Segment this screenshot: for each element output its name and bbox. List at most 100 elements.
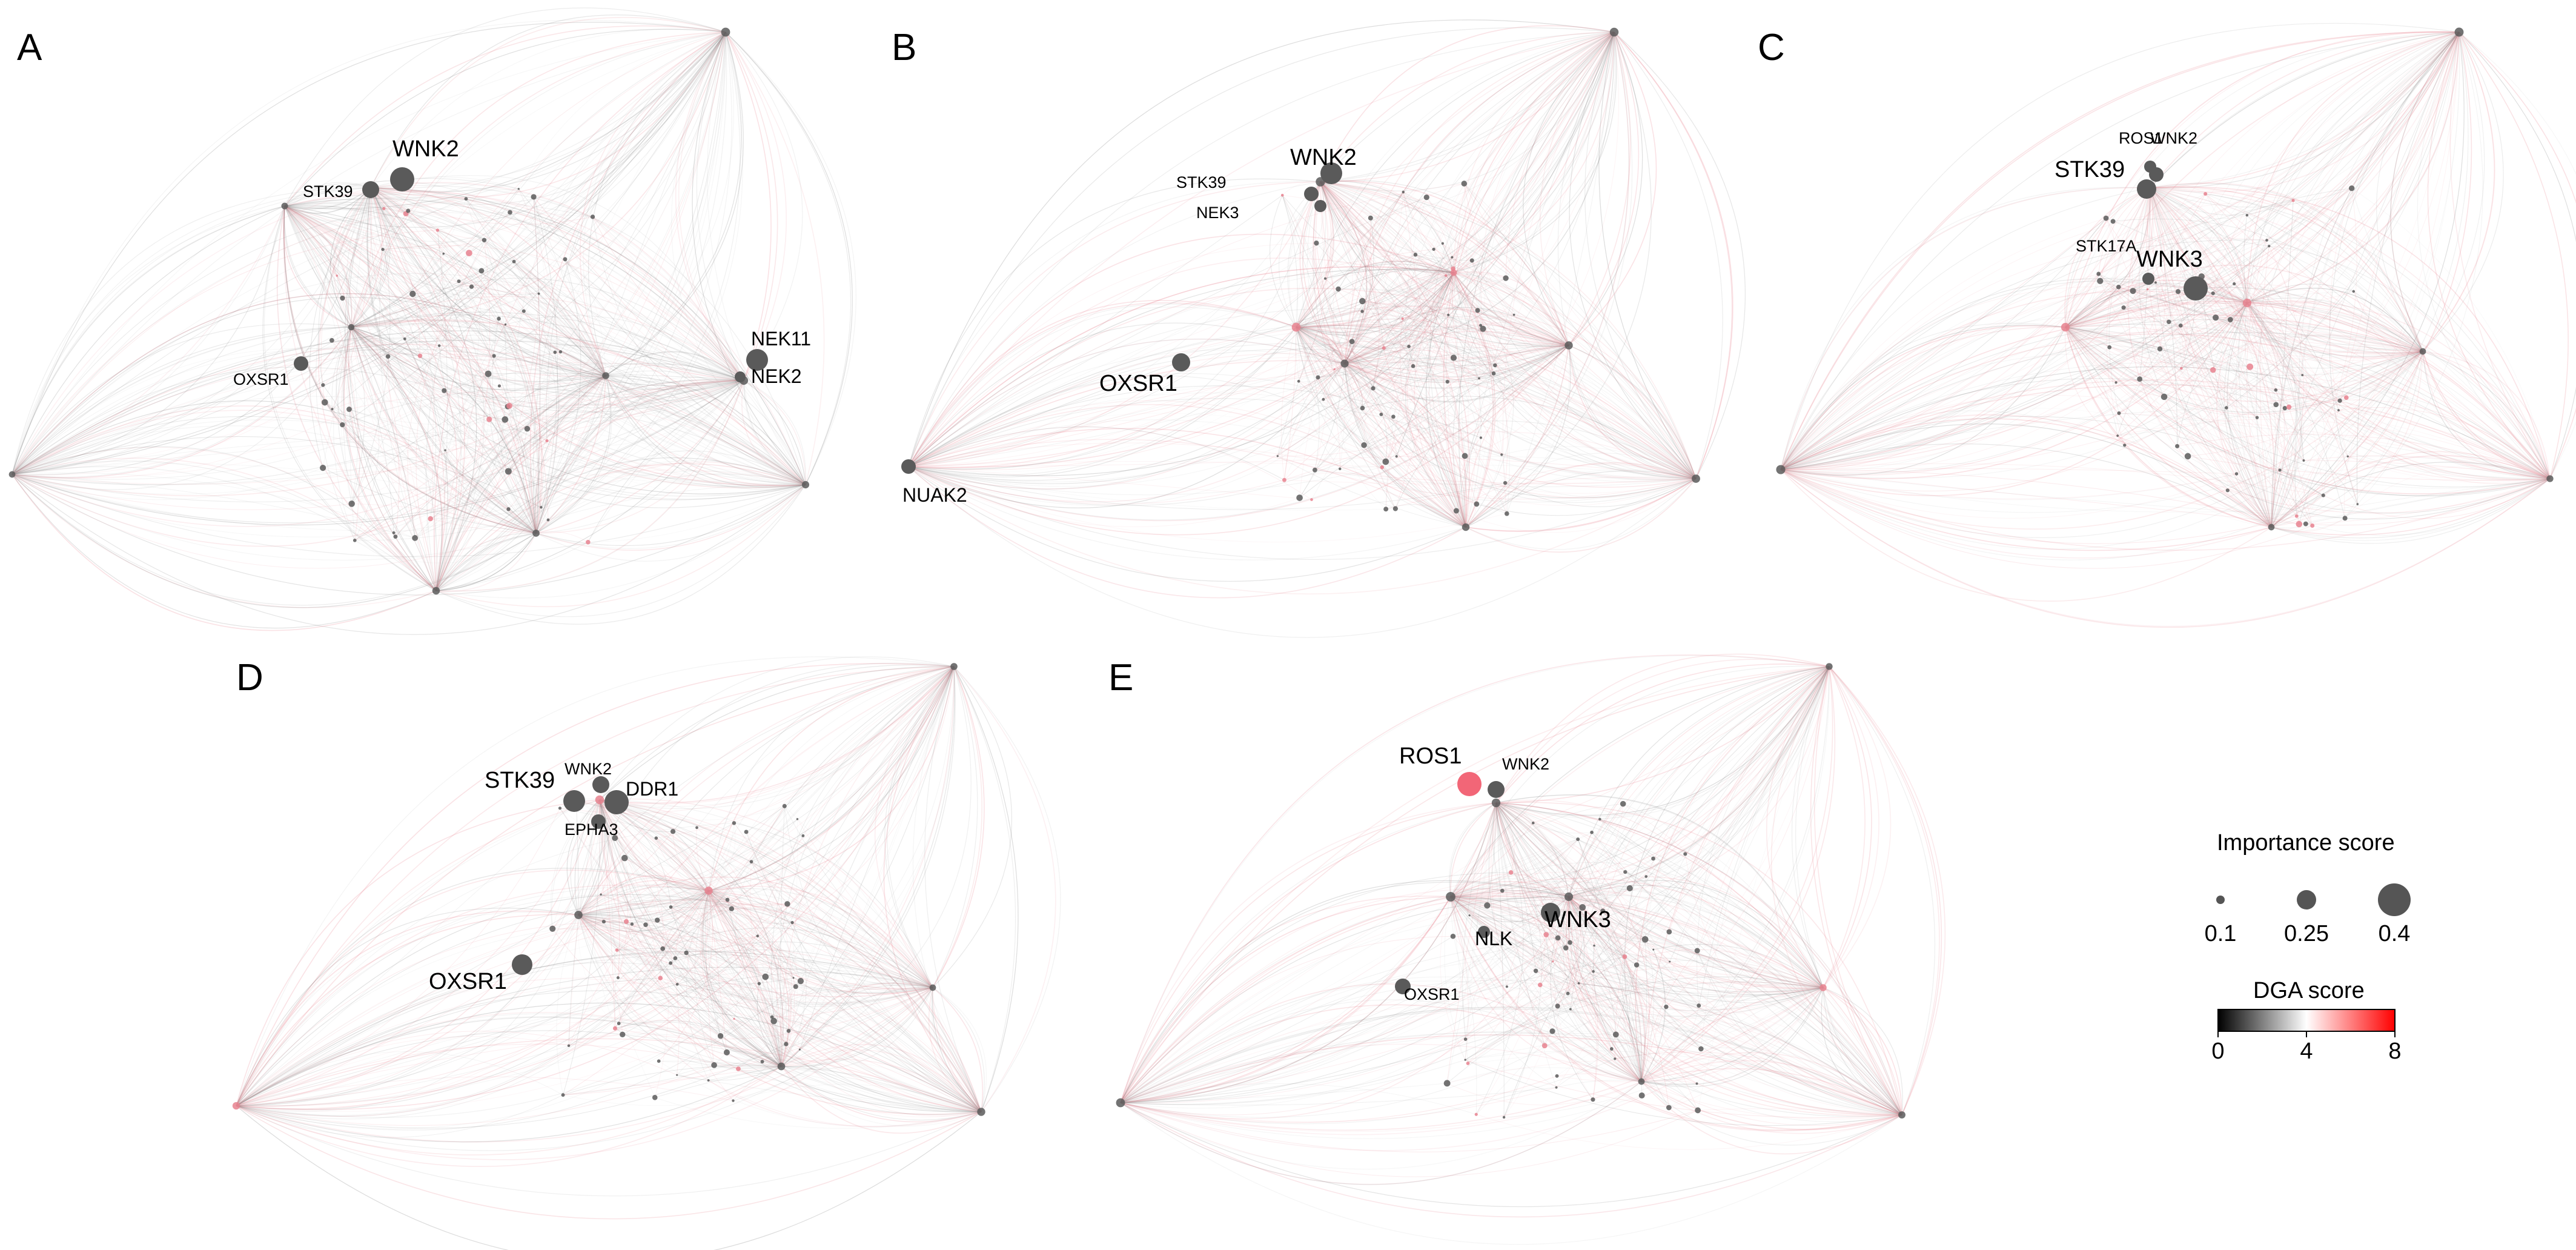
network-edge bbox=[1449, 802, 1497, 897]
network-edge bbox=[1495, 802, 1537, 971]
network-edge bbox=[1780, 31, 2460, 470]
network-edge bbox=[2065, 327, 2272, 528]
network-edge bbox=[284, 205, 606, 382]
network-edge bbox=[1780, 325, 2066, 470]
network-edge bbox=[2422, 351, 2551, 479]
network-edge bbox=[2177, 433, 2551, 479]
network-edge bbox=[12, 330, 744, 475]
network-edge bbox=[2422, 32, 2485, 352]
network-edge bbox=[1120, 803, 1624, 1103]
network-edge bbox=[284, 205, 537, 534]
network-edge bbox=[578, 819, 798, 916]
network-edge bbox=[1780, 200, 2294, 470]
network-edge bbox=[2150, 182, 2423, 352]
network-edge bbox=[578, 914, 661, 979]
network-edge bbox=[236, 666, 955, 1107]
network-edge bbox=[1296, 313, 1495, 366]
network-edge bbox=[1453, 272, 1510, 514]
network-edge bbox=[908, 272, 1454, 506]
network-edge bbox=[1453, 272, 1569, 346]
network-edge bbox=[2065, 283, 2248, 328]
network-edge bbox=[1296, 327, 1306, 382]
network-edge bbox=[908, 266, 1454, 467]
network-edge bbox=[615, 1028, 782, 1069]
network-edge bbox=[488, 373, 537, 534]
network-edge bbox=[509, 362, 744, 407]
network-edge bbox=[1615, 666, 1830, 1035]
network-edge bbox=[2227, 466, 2551, 491]
network-edge bbox=[1296, 314, 1449, 330]
network-edge bbox=[527, 32, 726, 429]
network-edge bbox=[435, 270, 482, 591]
network-edge bbox=[370, 187, 524, 311]
network-edge bbox=[1284, 456, 1697, 480]
network-edge bbox=[1344, 363, 1697, 504]
network-edge bbox=[527, 375, 606, 430]
network-edge bbox=[1452, 32, 1615, 258]
network-edge bbox=[1780, 287, 2119, 470]
network-edge bbox=[435, 375, 606, 591]
network-edge bbox=[2065, 325, 2303, 376]
network-edge bbox=[1120, 976, 1540, 1103]
network-edge bbox=[1795, 666, 1830, 988]
network-edge bbox=[1568, 896, 1646, 1082]
network-edge bbox=[600, 890, 709, 907]
network-edge bbox=[1444, 896, 1466, 1060]
network-edge bbox=[1495, 666, 1830, 817]
network-edge bbox=[12, 348, 420, 475]
network-edge bbox=[1296, 327, 1414, 367]
network-edge bbox=[556, 914, 579, 1095]
network-edge bbox=[703, 890, 782, 1067]
network-edge bbox=[1780, 247, 2123, 470]
network-edge bbox=[708, 1066, 782, 1081]
network-edge bbox=[435, 419, 506, 591]
network-edge bbox=[2296, 351, 2423, 516]
network-edge bbox=[236, 884, 709, 1106]
network-edge bbox=[1453, 345, 1569, 359]
network-edge bbox=[370, 182, 744, 381]
network-edge bbox=[697, 827, 784, 1067]
network-edge bbox=[1120, 983, 1579, 1103]
network-edge bbox=[284, 205, 445, 591]
network-edge bbox=[1385, 32, 1615, 462]
network-edge bbox=[1296, 260, 1472, 328]
network-edge bbox=[2155, 32, 2460, 283]
network-edge bbox=[370, 15, 726, 188]
network-edge bbox=[1120, 871, 1626, 1103]
network-edge bbox=[675, 32, 744, 381]
network-edge bbox=[1495, 802, 1902, 1115]
network-edge bbox=[677, 962, 933, 988]
network-edge bbox=[1591, 832, 1902, 1115]
network-edge bbox=[370, 187, 561, 352]
network-edge bbox=[1296, 327, 1466, 528]
network-edge bbox=[2150, 187, 2248, 304]
network-edge bbox=[657, 890, 709, 920]
network-edge bbox=[578, 908, 732, 931]
network-edge bbox=[2271, 351, 2423, 528]
network-edge bbox=[2247, 32, 2460, 304]
network-edge bbox=[1568, 896, 1902, 1115]
kinase-label: STK39 bbox=[2055, 157, 2125, 182]
network-edge bbox=[2065, 327, 2304, 461]
network-edge bbox=[1386, 476, 1697, 510]
network-edge bbox=[483, 240, 806, 485]
network-edge bbox=[284, 205, 448, 591]
network-edge bbox=[1450, 896, 1594, 972]
network-edge bbox=[236, 1002, 982, 1112]
network-edge bbox=[1780, 384, 2551, 479]
network-edge bbox=[1320, 181, 1697, 479]
network-edge bbox=[1320, 181, 1482, 438]
network-edge bbox=[395, 379, 744, 537]
network-node bbox=[1592, 970, 1595, 973]
network-node bbox=[478, 268, 485, 274]
network-edge bbox=[708, 890, 794, 979]
network-edge bbox=[1535, 970, 1642, 1082]
network-edge bbox=[578, 666, 955, 916]
network-edge bbox=[236, 666, 955, 1106]
network-edge bbox=[368, 187, 413, 294]
network-edge bbox=[435, 293, 540, 591]
network-edge bbox=[494, 32, 726, 356]
network-edge bbox=[1450, 896, 1615, 1059]
network-edge bbox=[1296, 327, 1386, 462]
network-edge bbox=[435, 533, 537, 591]
